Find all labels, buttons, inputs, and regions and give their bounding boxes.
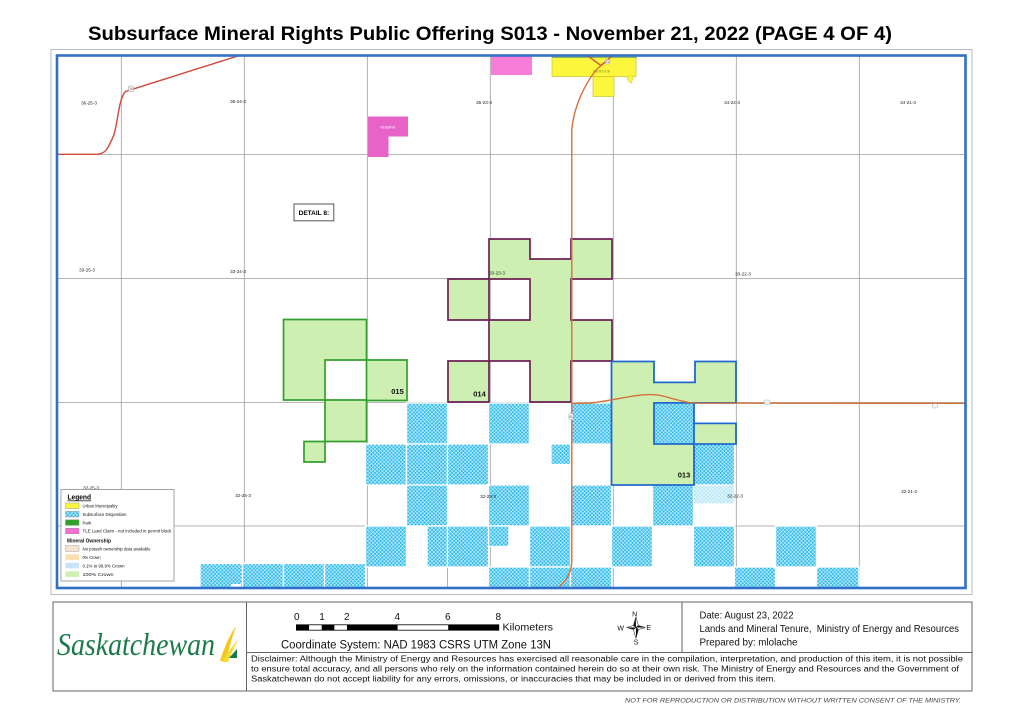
svg-text:33-22-3: 33-22-3 xyxy=(735,272,751,277)
svg-text:2: 2 xyxy=(344,612,350,623)
svg-text:0.1% to 99.9% Crown: 0.1% to 99.9% Crown xyxy=(83,563,125,568)
svg-text:NOT FOR REPRODUCTION OR DISTRI: NOT FOR REPRODUCTION OR DISTRIBUTION WIT… xyxy=(625,698,961,705)
svg-text:Kilometers: Kilometers xyxy=(503,622,554,634)
svg-text:32-22-3: 32-22-3 xyxy=(727,494,743,499)
svg-text:32-25-3: 32-25-3 xyxy=(83,486,99,491)
svg-text:RESERVE: RESERVE xyxy=(380,126,395,130)
svg-text:PERDUE: PERDUE xyxy=(593,70,611,74)
svg-text:32-24-3: 32-24-3 xyxy=(235,493,251,498)
svg-text:4: 4 xyxy=(395,612,401,623)
svg-text:Urban Municipality: Urban Municipality xyxy=(83,504,119,509)
svg-text:32-23-3: 32-23-3 xyxy=(480,494,496,499)
svg-text:to ensure total accuracy, and: to ensure total accuracy, and all person… xyxy=(251,665,960,674)
svg-text:Park: Park xyxy=(83,520,93,525)
svg-text:8: 8 xyxy=(496,612,502,623)
svg-text:Coordinate System: NAD 1983 CS: Coordinate System: NAD 1983 CSRS UTM Zon… xyxy=(281,640,551,652)
svg-text:1: 1 xyxy=(319,612,325,623)
svg-text:No potash ownership data avail: No potash ownership data available xyxy=(83,546,151,551)
svg-text:34-21-3: 34-21-3 xyxy=(900,100,916,105)
svg-text:33-23-3: 33-23-3 xyxy=(489,271,505,276)
svg-text:Mineral Ownership: Mineral Ownership xyxy=(67,539,112,545)
svg-text:014: 014 xyxy=(473,390,486,399)
svg-text:Disclaimer: Although the Minis: Disclaimer: Although the Ministry of Ene… xyxy=(251,655,964,664)
svg-text:TLE Land Claim - not included: TLE Land Claim - not included in permit … xyxy=(83,529,173,534)
svg-text:33-25-3: 33-25-3 xyxy=(79,268,95,273)
svg-text:61: 61 xyxy=(569,415,573,419)
svg-text:100% Crown: 100% Crown xyxy=(83,572,115,577)
svg-text:Date: August 23, 2022: Date: August 23, 2022 xyxy=(700,611,794,622)
svg-text:Legend: Legend xyxy=(68,495,92,502)
svg-text:Subsurface Disposition: Subsurface Disposition xyxy=(83,512,127,517)
svg-text:32-21-3: 32-21-3 xyxy=(901,489,917,494)
svg-text:6: 6 xyxy=(445,612,451,623)
svg-text:14: 14 xyxy=(129,87,133,91)
svg-text:36-25-3: 36-25-3 xyxy=(81,101,97,106)
svg-text:Lands and Mineral Tenure, Min: Lands and Mineral Tenure, Ministry of En… xyxy=(700,624,960,635)
svg-text:N: N xyxy=(632,612,637,619)
svg-text:DETAIL 8:: DETAIL 8: xyxy=(299,210,329,217)
svg-text:W: W xyxy=(617,625,624,632)
svg-text:36-23-3: 36-23-3 xyxy=(476,100,492,105)
svg-text:34-22-3: 34-22-3 xyxy=(724,100,740,105)
svg-text:Saskatchewan: Saskatchewan xyxy=(57,627,215,662)
svg-text:36-24-3: 36-24-3 xyxy=(230,99,246,104)
svg-text:S: S xyxy=(634,640,639,647)
svg-text:E: E xyxy=(646,625,651,632)
svg-text:015: 015 xyxy=(391,387,404,396)
svg-text:0: 0 xyxy=(294,612,300,623)
svg-text:Saskatchewan do not accept lia: Saskatchewan do not accept liability for… xyxy=(251,675,776,684)
svg-text:31: 31 xyxy=(605,60,609,64)
svg-text:0% Crown: 0% Crown xyxy=(83,555,101,560)
svg-text:33-24-3: 33-24-3 xyxy=(230,269,246,274)
svg-text:Prepared by: mlolache: Prepared by: mlolache xyxy=(700,638,798,649)
svg-text:Subsurface Mineral Rights Publ: Subsurface Mineral Rights Public Offerin… xyxy=(88,23,892,45)
svg-text:013: 013 xyxy=(678,471,691,480)
